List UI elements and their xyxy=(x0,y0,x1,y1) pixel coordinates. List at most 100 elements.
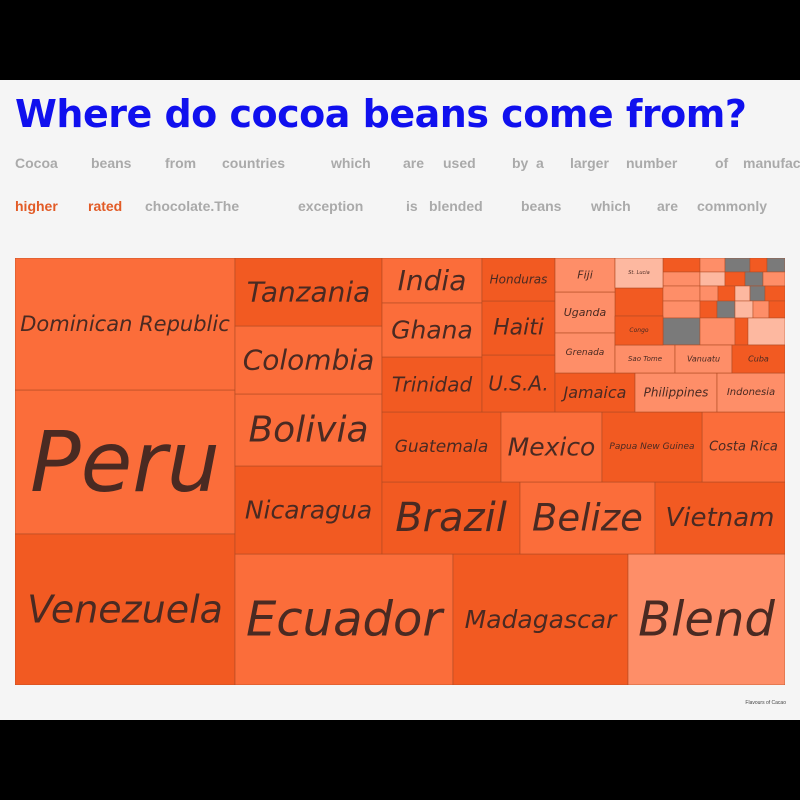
subtitle-word: manufac xyxy=(743,155,800,171)
treemap-tile-nicaragua xyxy=(234,465,383,555)
treemap-label-vanuatu: Vanuatu xyxy=(687,355,720,364)
treemap-small-tile xyxy=(752,300,770,319)
subtitle-word: number xyxy=(626,155,678,171)
treemap-tile-fiji xyxy=(554,258,616,293)
treemap-label-congo: Congo xyxy=(629,327,648,334)
treemap-label-madagascar: Madagascar xyxy=(465,605,618,634)
subtitle-word: by xyxy=(512,155,529,171)
treemap-tile-jamaica xyxy=(554,372,636,413)
treemap-tile-st-lucia xyxy=(614,258,664,289)
treemap-tile-papua-new-guinea xyxy=(601,411,703,483)
treemap-small-tile xyxy=(699,300,718,319)
treemap-tile-vanuatu xyxy=(674,344,733,374)
treemap-label-philippines: Philippines xyxy=(644,386,709,400)
treemap-tile-grenada xyxy=(554,332,616,374)
subtitle-word: beans xyxy=(521,198,562,214)
treemap-small-tile xyxy=(699,317,736,346)
treemap-small-tile xyxy=(749,285,766,302)
treemap-small-tile xyxy=(724,271,746,287)
treemap-small-tile xyxy=(662,285,701,302)
treemap-label-st-lucia: St. Lucia xyxy=(628,270,649,276)
treemap-label-honduras: Honduras xyxy=(490,273,548,287)
treemap-label-peru: Peru xyxy=(30,413,220,511)
treemap-small-tile xyxy=(662,317,701,346)
subtitle-word: larger xyxy=(570,155,609,171)
treemap-tile-colombia xyxy=(234,325,383,395)
treemap-label-uganda: Uganda xyxy=(564,306,607,319)
treemap-label-papua-new-guinea: Papua New Guinea xyxy=(609,442,694,452)
treemap-tile-bolivia xyxy=(234,393,383,467)
treemap-label-jamaica: Jamaica xyxy=(561,383,627,402)
treemap-tile-cuba xyxy=(731,344,785,374)
treemap-tile-indonesia xyxy=(716,372,785,413)
treemap-tile-guatemala xyxy=(381,411,502,483)
treemap-tile-honduras xyxy=(481,258,556,302)
subtitle-word: Cocoa xyxy=(15,155,58,171)
subtitle-word: higher xyxy=(15,198,58,214)
subtitle-word: a xyxy=(536,155,544,171)
treemap-tile-sao-tome xyxy=(614,344,676,374)
treemap-label-mexico: Mexico xyxy=(508,433,596,462)
treemap-small-tile xyxy=(747,317,785,346)
treemap-label-cuba: Cuba xyxy=(748,355,769,364)
treemap-tile-india xyxy=(381,258,483,304)
subtitle-word: are xyxy=(403,155,425,171)
treemap-small-tile xyxy=(614,287,664,317)
subtitle-word: used xyxy=(443,155,476,171)
subtitle-word: exception xyxy=(298,198,364,214)
subtitle-word: commonly xyxy=(697,198,768,214)
treemap-small-tile xyxy=(716,300,736,319)
treemap-label-indonesia: Indonesia xyxy=(727,387,775,398)
treemap-small-tile xyxy=(699,271,726,287)
subtitle-word: is xyxy=(406,198,418,214)
treemap-label-fiji: Fiji xyxy=(577,269,593,282)
treemap-label-blend: Blend xyxy=(638,592,775,648)
treemap-label-sao-tome: Sao Tome xyxy=(628,355,662,363)
treemap-small-tile xyxy=(768,300,785,319)
treemap-small-tile xyxy=(717,285,736,302)
treemap-small-tile xyxy=(734,300,754,319)
treemap-label-vietnam: Vietnam xyxy=(666,503,775,533)
treemap-small-tile xyxy=(699,285,719,302)
treemap-small-tile xyxy=(662,300,701,319)
treemap-label-ecuador: Ecuador xyxy=(246,592,445,648)
treemap-small-tile xyxy=(699,258,726,273)
treemap-label-costa-rica: Costa Rica xyxy=(709,440,778,455)
treemap-small-tile xyxy=(766,258,785,273)
treemap-label-nicaragua: Nicaragua xyxy=(245,496,372,525)
subtitle-word: from xyxy=(165,155,197,171)
source-note: Flavours of Cacao xyxy=(745,700,786,706)
subtitle-word: which xyxy=(591,198,631,214)
treemap-label-colombia: Colombia xyxy=(243,344,375,377)
subtitle-word: of xyxy=(715,155,729,171)
poster: Where do cocoa beans come from? Cocoa bea… xyxy=(0,80,800,720)
treemap-label-india: India xyxy=(398,264,467,297)
treemap-small-tile xyxy=(724,258,751,273)
treemap-tile-haiti xyxy=(481,300,556,356)
treemap-tile-mexico xyxy=(500,411,603,483)
treemap-svg: Peru Venezuela Ecuador Dominican Republic Ma… xyxy=(15,258,785,685)
subtitle-word: rated xyxy=(88,198,123,214)
treemap-tile-ghana xyxy=(381,302,483,358)
treemap-tile-blend xyxy=(627,553,785,685)
treemap-tile-congo xyxy=(614,315,664,346)
treemap-label-dominican-republic: Dominican Republic xyxy=(20,312,230,336)
treemap-label-guatemala: Guatemala xyxy=(395,437,489,457)
treemap-tile-brazil xyxy=(381,481,521,555)
treemap-label-grenada: Grenada xyxy=(566,348,605,358)
treemap-small-tile xyxy=(749,258,768,273)
treemap-label-brazil: Brazil xyxy=(395,495,507,541)
subtitle-word: countries xyxy=(222,155,286,171)
chart-title: Where do cocoa beans come from? xyxy=(15,92,747,136)
treemap-label-tanzania: Tanzania xyxy=(247,276,371,309)
treemap-tile-vietnam xyxy=(654,481,785,555)
treemap-label-venezuela: Venezuela xyxy=(27,588,223,632)
subtitle-word: which xyxy=(331,155,371,171)
treemap-label-trinidad: Trinidad xyxy=(392,373,473,397)
treemap-small-tile xyxy=(762,271,785,287)
treemap-tile-trinidad xyxy=(381,356,483,413)
treemap-tile-madagascar xyxy=(452,553,629,685)
treemap-small-tile xyxy=(764,285,785,302)
treemap-small-tile xyxy=(662,258,701,273)
treemap-small-tile xyxy=(744,271,764,287)
